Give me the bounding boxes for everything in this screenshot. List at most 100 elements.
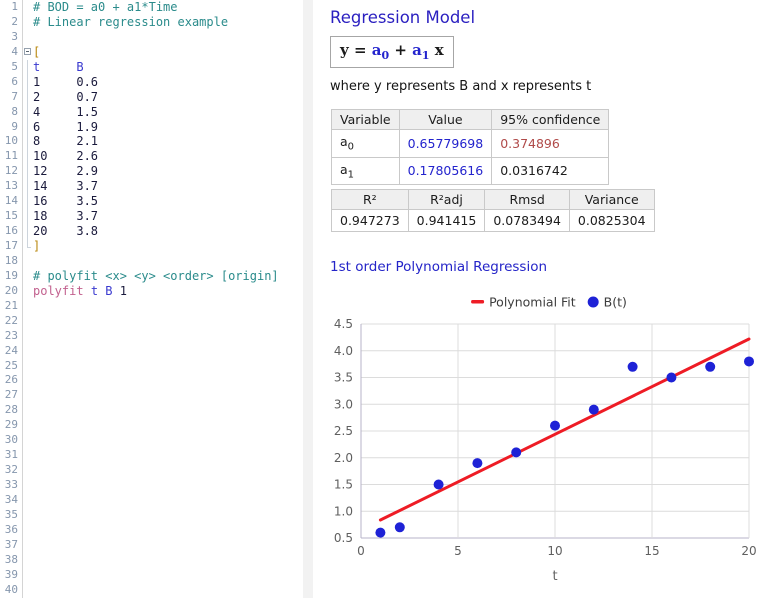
y-tick-label: 0.5 bbox=[334, 531, 353, 545]
code-line[interactable]: 36 bbox=[0, 523, 303, 538]
code-line[interactable]: 1 # BOD = a0 + a1*Time bbox=[0, 0, 303, 15]
code-line[interactable]: 37 bbox=[0, 538, 303, 553]
line-number: 35 bbox=[4, 507, 18, 521]
code-line[interactable]: 7 2 0.7 bbox=[0, 89, 303, 105]
fold-guide-line bbox=[24, 149, 33, 165]
code-line[interactable]: 35 bbox=[0, 508, 303, 523]
x-tick-label: 5 bbox=[454, 544, 462, 558]
code-text: 2 0.7 bbox=[33, 89, 99, 104]
code-line[interactable]: 38 bbox=[0, 553, 303, 568]
code-line[interactable]: 23 bbox=[0, 329, 303, 344]
code-line[interactable]: 3 bbox=[0, 30, 303, 45]
code-line[interactable]: 14 16 3.5 bbox=[0, 194, 303, 210]
code-text: 4 1.5 bbox=[33, 104, 99, 119]
pane-scrollbar[interactable] bbox=[303, 0, 313, 598]
y-tick-label: 4.0 bbox=[334, 344, 353, 358]
fold-margin bbox=[24, 15, 33, 30]
line-number: 14 bbox=[4, 194, 18, 208]
code-line[interactable]: 19 # polyfit <x> <y> <order> [origin] bbox=[0, 269, 303, 284]
code-line[interactable]: 26 bbox=[0, 373, 303, 388]
fold-guide-line bbox=[24, 74, 33, 90]
code-text: 16 3.5 bbox=[33, 194, 99, 209]
data-point bbox=[433, 479, 444, 490]
statistic-cell: 0.947273 bbox=[331, 209, 409, 232]
code-line[interactable]: 6 1 0.6 bbox=[0, 74, 303, 90]
code-line[interactable]: 30 bbox=[0, 433, 303, 448]
line-number: 8 bbox=[11, 104, 18, 118]
code-line[interactable]: 18 bbox=[0, 254, 303, 269]
gutter-divider bbox=[22, 0, 23, 598]
code-text: t B bbox=[33, 59, 84, 74]
fold-guide-line bbox=[24, 89, 33, 105]
code-line[interactable]: 32 bbox=[0, 463, 303, 478]
line-number: 40 bbox=[4, 582, 18, 596]
data-point bbox=[375, 527, 386, 538]
fold-guide-line bbox=[24, 59, 33, 75]
line-number: 24 bbox=[4, 343, 18, 357]
value-cell: 0.17805616 bbox=[398, 156, 493, 185]
code-line[interactable]: 27 bbox=[0, 388, 303, 403]
code-line[interactable]: 39 bbox=[0, 568, 303, 583]
code-line[interactable]: 28 bbox=[0, 403, 303, 418]
y-tick-label: 1.0 bbox=[334, 504, 353, 518]
fold-toggle-icon[interactable] bbox=[24, 45, 33, 60]
line-number: 16 bbox=[4, 224, 18, 238]
line-number: 28 bbox=[4, 403, 18, 417]
code-line[interactable]: 11 10 2.6 bbox=[0, 149, 303, 165]
code-line[interactable]: 15 18 3.7 bbox=[0, 209, 303, 225]
data-point bbox=[550, 420, 560, 431]
statistics-table: R² R²adj Rmsd Variance 0.947273 0.941415 0.07… bbox=[331, 189, 655, 232]
code-line[interactable]: 31 bbox=[0, 448, 303, 463]
y-tick-label: 4.5 bbox=[334, 317, 353, 331]
line-number: 9 bbox=[11, 119, 18, 133]
code-line[interactable]: 21 bbox=[0, 299, 303, 314]
fold-guide-line bbox=[24, 119, 33, 135]
line-number: 32 bbox=[4, 463, 18, 477]
line-number: 33 bbox=[4, 478, 18, 491]
variable-cell: a1 bbox=[331, 156, 400, 185]
statistic-cell: 0.0783494 bbox=[484, 209, 570, 232]
page-title: Regression Model bbox=[330, 8, 476, 27]
code-line[interactable]: 25 bbox=[0, 359, 303, 374]
code-line[interactable]: 2 # Linear regression example bbox=[0, 15, 303, 30]
code-line[interactable]: 34 bbox=[0, 493, 303, 508]
fold-guide-line bbox=[24, 209, 33, 225]
line-number: 2 bbox=[11, 14, 18, 28]
line-number: 29 bbox=[4, 418, 18, 432]
fold-margin bbox=[24, 523, 33, 538]
code-line[interactable]: 13 14 3.7 bbox=[0, 179, 303, 195]
code-line[interactable]: 29 bbox=[0, 418, 303, 433]
code-line[interactable]: 12 12 2.9 bbox=[0, 164, 303, 180]
code-line[interactable]: 16 20 3.8 bbox=[0, 224, 303, 239]
table-row: 0.947273 0.941415 0.0783494 0.0825304 bbox=[331, 209, 655, 232]
code-line[interactable]: 9 6 1.9 bbox=[0, 119, 303, 135]
chart-legend: Polynomial Fit B(t) bbox=[471, 295, 627, 310]
line-number: 37 bbox=[4, 537, 18, 551]
code-line[interactable]: 20 polyfit t B 1 bbox=[0, 284, 303, 299]
code-line[interactable]: 4[ bbox=[0, 45, 303, 60]
code-line[interactable]: 33 bbox=[0, 478, 303, 493]
code-text: [ bbox=[33, 44, 41, 59]
fold-margin bbox=[24, 583, 33, 598]
code-line[interactable]: 8 4 1.5 bbox=[0, 104, 303, 120]
code-line[interactable]: 10 8 2.1 bbox=[0, 134, 303, 150]
legend-line-swatch bbox=[471, 300, 485, 304]
code-line[interactable]: 24 bbox=[0, 344, 303, 359]
fold-margin bbox=[24, 373, 33, 388]
y-tick-label: 2.5 bbox=[334, 424, 353, 438]
fold-margin bbox=[24, 493, 33, 508]
fit-line bbox=[378, 337, 751, 522]
code-line[interactable]: 17] bbox=[0, 239, 303, 254]
x-axis-label: t bbox=[552, 569, 557, 584]
code-line[interactable]: 22 bbox=[0, 314, 303, 329]
code-line[interactable]: 5 t B bbox=[0, 59, 303, 75]
coefficient-table: Variable Value 95% confidence a0 0.65779698… bbox=[331, 109, 610, 185]
fold-margin bbox=[24, 553, 33, 568]
x-tick-label: 0 bbox=[357, 544, 365, 558]
legend-label: Polynomial Fit bbox=[489, 295, 576, 310]
code-text: # Linear regression example bbox=[33, 14, 229, 29]
code-line[interactable]: 40 bbox=[0, 583, 303, 598]
output-panel: Regression Model y = a0 + a1 x where y r… bbox=[313, 0, 768, 598]
fold-margin bbox=[24, 344, 33, 359]
